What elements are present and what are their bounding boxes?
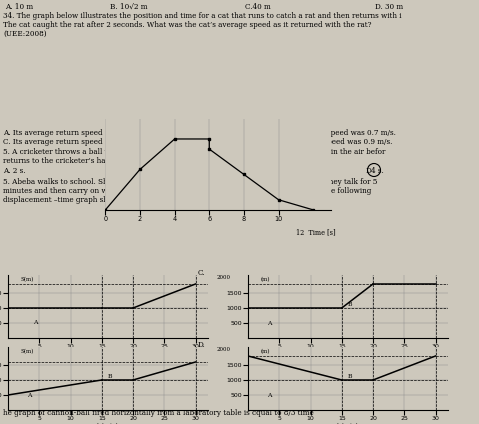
Text: 2000: 2000	[217, 275, 231, 280]
Text: D. 30 m: D. 30 m	[375, 3, 403, 11]
Text: C. Its average return speed was 2 m/s.: C. Its average return speed was 2 m/s.	[3, 138, 143, 146]
Text: B: B	[108, 374, 113, 379]
Text: S(m): S(m)	[21, 276, 34, 282]
Text: B. 10√2 m: B. 10√2 m	[110, 3, 148, 11]
Text: D.: D.	[198, 341, 206, 349]
Text: B. Its average returns speed was 0.7 m/s.: B. Its average returns speed was 0.7 m/s…	[245, 129, 396, 137]
X-axis label: t (min): t (min)	[337, 351, 359, 356]
Text: The cat caught the rat after 2 seconds. What was the cat’s average speed as it r: The cat caught the rat after 2 seconds. …	[3, 21, 372, 29]
Text: A: A	[267, 321, 271, 326]
Text: 2000: 2000	[217, 347, 231, 352]
Text: A: A	[27, 393, 31, 398]
Text: B: B	[348, 302, 353, 307]
Text: S(m): S(m)	[21, 349, 34, 354]
Text: displacement –time graph shows Abeba’s journey to school? (UEE: 2009).: displacement –time graph shows Abeba’s j…	[3, 196, 273, 204]
Text: A: A	[33, 321, 37, 326]
Text: minutes and then carry on walking to school. They walk 800 m in 10 minutes. Whic: minutes and then carry on walking to sch…	[3, 187, 371, 195]
Text: B. 10 s: B. 10 s	[105, 167, 130, 175]
Text: (UEE:2008): (UEE:2008)	[3, 30, 46, 38]
Text: (m): (m)	[261, 276, 270, 282]
Text: he graph of cannon-ball fired horizontally from a laboratory table is cqual to 8: he graph of cannon-ball fired horizontal…	[3, 409, 314, 417]
Text: 34. The graph below illustrates the position and time for a cat that runs to cat: 34. The graph below illustrates the posi…	[3, 12, 401, 20]
Text: A. 10 m: A. 10 m	[5, 3, 33, 11]
Text: (m): (m)	[261, 349, 270, 354]
Text: returns to the cricketer’s hands? (UEE: 2009).: returns to the cricketer’s hands? (UEE: …	[3, 157, 172, 165]
Text: C.40 m: C.40 m	[245, 3, 271, 11]
Text: C. 1.5 s.: C. 1.5 s.	[230, 167, 260, 175]
Text: A. 2 s.: A. 2 s.	[3, 167, 25, 175]
Text: A. Its average return speed was 2 m/s.: A. Its average return speed was 2 m/s.	[3, 129, 143, 137]
Text: 4 s.: 4 s.	[371, 167, 384, 175]
Text: A: A	[267, 393, 271, 398]
Text: 12  Time [s]: 12 Time [s]	[296, 228, 335, 236]
X-axis label: t (min): t (min)	[97, 351, 119, 356]
X-axis label: t (min): t (min)	[337, 423, 359, 424]
Text: B: B	[348, 374, 353, 379]
Text: 5. Abeba walks to school. She walks 1 km in 15 minutes. She meets her friends Ma: 5. Abeba walks to school. She walks 1 km…	[3, 178, 377, 186]
X-axis label: t (min): t (min)	[97, 423, 119, 424]
Text: D: D	[366, 167, 372, 175]
Text: C.: C.	[198, 269, 205, 277]
Text: 5. A cricketer throws a ball vertically upwards with initial speed of 20 m/s. Ho: 5. A cricketer throws a ball vertically …	[3, 148, 386, 156]
Text: D. Its average return speed was 0.9 m/s.: D. Its average return speed was 0.9 m/s.	[245, 138, 392, 146]
